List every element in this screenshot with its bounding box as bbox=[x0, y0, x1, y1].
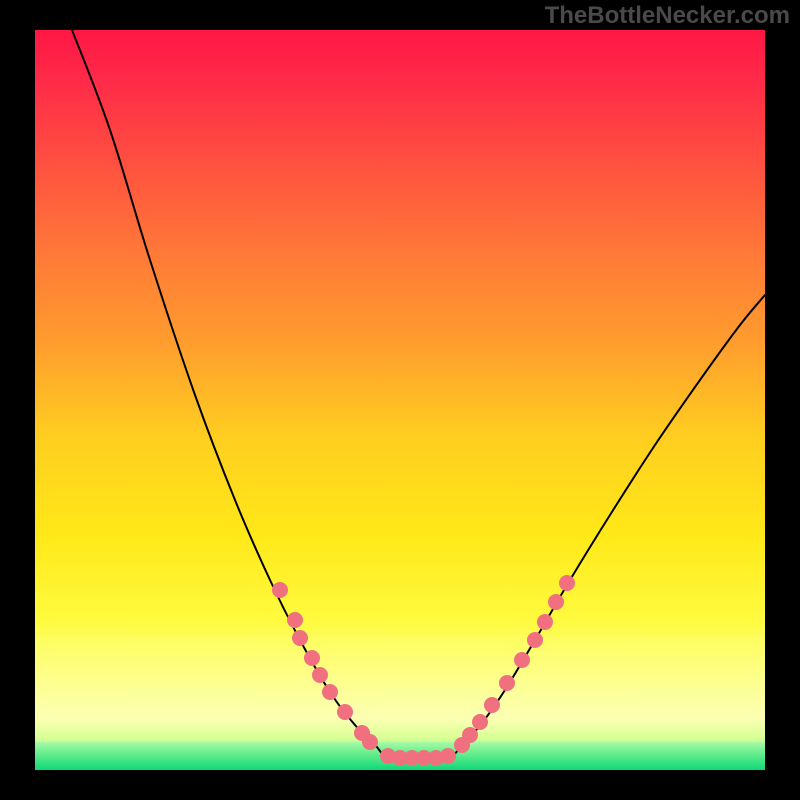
accent-band bbox=[35, 638, 765, 742]
marker-right bbox=[484, 697, 500, 713]
marker-left bbox=[304, 650, 320, 666]
marker-bottom bbox=[440, 748, 456, 764]
chart-container: TheBottleNecker.com bbox=[0, 0, 800, 800]
marker-right bbox=[462, 727, 478, 743]
marker-left bbox=[312, 667, 328, 683]
marker-left bbox=[287, 612, 303, 628]
marker-left bbox=[292, 630, 308, 646]
marker-right bbox=[514, 652, 530, 668]
marker-right bbox=[472, 714, 488, 730]
chart-svg bbox=[0, 0, 800, 800]
marker-left bbox=[337, 704, 353, 720]
marker-right bbox=[499, 675, 515, 691]
watermark-text: TheBottleNecker.com bbox=[545, 2, 790, 30]
marker-right bbox=[537, 614, 553, 630]
marker-left bbox=[322, 684, 338, 700]
marker-right bbox=[527, 632, 543, 648]
marker-left bbox=[272, 582, 288, 598]
marker-left bbox=[362, 734, 378, 750]
marker-right bbox=[548, 594, 564, 610]
marker-right bbox=[559, 575, 575, 591]
